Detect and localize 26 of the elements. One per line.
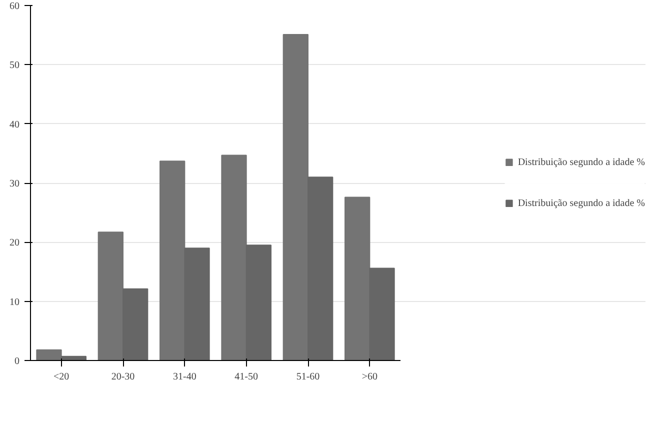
x-tick-label: >60 — [362, 372, 378, 382]
bar — [344, 196, 370, 360]
x-tick-label: 31-40 — [173, 372, 196, 382]
bar — [36, 349, 62, 360]
bar — [160, 160, 186, 360]
y-tick-label: 50 — [10, 60, 20, 72]
bar — [122, 288, 148, 360]
y-tick-label: 0 — [14, 356, 20, 367]
legend-label: Distribuição segundo a idade % — [518, 198, 645, 208]
bar — [221, 154, 247, 360]
y-tick-label: 40 — [10, 119, 20, 130]
y-tick-label: 20 — [10, 238, 20, 249]
y-tick-label: 30 — [10, 178, 20, 190]
bar — [369, 268, 395, 360]
bar — [282, 34, 308, 360]
bar — [184, 248, 210, 360]
x-tick-label: <20 — [54, 372, 70, 382]
x-tick-label: 20-30 — [111, 372, 135, 382]
x-tick-label: 51-60 — [296, 372, 320, 382]
bar — [308, 176, 334, 360]
y-tick-label: 60 — [10, 1, 20, 12]
x-tick-label: 41-50 — [234, 372, 258, 382]
bar — [246, 244, 272, 360]
legend-label: Distribuição segundo a idade % — [518, 156, 645, 168]
bar — [98, 232, 124, 360]
y-tick-label: 10 — [10, 296, 20, 308]
